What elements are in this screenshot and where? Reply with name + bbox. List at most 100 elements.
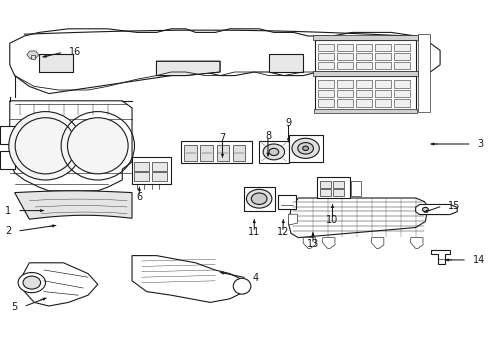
Bar [355, 80, 371, 88]
Bar [152, 172, 166, 181]
Bar [337, 80, 352, 88]
Polygon shape [415, 204, 456, 215]
Text: 13: 13 [306, 239, 319, 249]
Bar [318, 80, 334, 88]
Ellipse shape [251, 193, 266, 204]
Text: 15: 15 [447, 201, 460, 211]
Bar [374, 44, 390, 51]
Polygon shape [371, 238, 383, 248]
Text: 7: 7 [219, 132, 225, 143]
Text: 5: 5 [11, 302, 18, 312]
Bar [319, 189, 330, 196]
Text: 9: 9 [285, 118, 291, 128]
Polygon shape [15, 191, 132, 219]
Text: 6: 6 [136, 192, 142, 202]
Ellipse shape [9, 112, 82, 180]
Bar [417, 34, 429, 112]
Polygon shape [430, 250, 449, 264]
Text: 8: 8 [264, 131, 270, 141]
Bar [337, 99, 352, 107]
Ellipse shape [18, 273, 45, 293]
Polygon shape [0, 126, 15, 144]
Bar [232, 145, 245, 161]
Bar [184, 145, 197, 161]
Bar [31, 55, 35, 59]
Polygon shape [288, 214, 297, 225]
Bar [313, 109, 416, 113]
Bar [315, 40, 415, 72]
Bar [374, 62, 390, 69]
Polygon shape [10, 101, 132, 191]
Ellipse shape [263, 144, 284, 160]
Text: 16: 16 [69, 47, 81, 57]
Bar [337, 44, 352, 51]
Text: 10: 10 [325, 215, 338, 225]
Bar [200, 145, 213, 161]
Bar [374, 80, 390, 88]
Polygon shape [0, 151, 15, 169]
Text: 11: 11 [247, 227, 260, 237]
Polygon shape [303, 238, 315, 248]
Polygon shape [410, 238, 422, 248]
Bar [333, 181, 344, 188]
Text: 12: 12 [276, 227, 288, 237]
Bar [132, 157, 171, 184]
Bar [315, 76, 415, 110]
Bar [312, 71, 417, 76]
Bar [318, 62, 334, 69]
Ellipse shape [246, 189, 271, 208]
Bar [243, 187, 275, 211]
Polygon shape [288, 198, 427, 238]
Ellipse shape [302, 146, 308, 150]
Bar [333, 189, 344, 196]
Text: 3: 3 [477, 139, 483, 149]
Ellipse shape [67, 118, 128, 174]
Bar [319, 181, 330, 188]
Polygon shape [27, 51, 39, 58]
Bar [393, 44, 409, 51]
Bar [393, 62, 409, 69]
Polygon shape [20, 263, 98, 306]
Bar [350, 181, 360, 196]
Bar [337, 62, 352, 69]
Ellipse shape [291, 138, 319, 158]
Bar [374, 90, 390, 97]
Bar [259, 141, 288, 163]
Ellipse shape [422, 207, 427, 212]
Polygon shape [132, 256, 244, 302]
Ellipse shape [23, 276, 41, 289]
Bar [316, 177, 349, 198]
Bar [134, 172, 149, 181]
Polygon shape [39, 54, 73, 72]
Ellipse shape [233, 278, 250, 294]
Bar [318, 53, 334, 60]
Bar [318, 99, 334, 107]
Bar [134, 162, 149, 171]
Text: 4: 4 [252, 273, 259, 283]
Text: 14: 14 [472, 255, 484, 265]
Polygon shape [268, 54, 303, 72]
Text: 1: 1 [5, 206, 11, 216]
Bar [374, 53, 390, 60]
Bar [313, 71, 416, 75]
Polygon shape [322, 238, 334, 248]
Bar [355, 99, 371, 107]
Text: 2: 2 [5, 226, 11, 236]
Bar [393, 53, 409, 60]
Bar [277, 195, 296, 209]
Bar [337, 53, 352, 60]
Polygon shape [10, 29, 439, 94]
Ellipse shape [268, 148, 278, 156]
Bar [288, 135, 322, 162]
Bar [355, 62, 371, 69]
Bar [216, 145, 229, 161]
Bar [181, 141, 251, 163]
Bar [374, 99, 390, 107]
Bar [152, 162, 166, 171]
Bar [337, 90, 352, 97]
Bar [393, 90, 409, 97]
Bar [355, 90, 371, 97]
Bar [318, 90, 334, 97]
Bar [318, 44, 334, 51]
Bar [355, 53, 371, 60]
